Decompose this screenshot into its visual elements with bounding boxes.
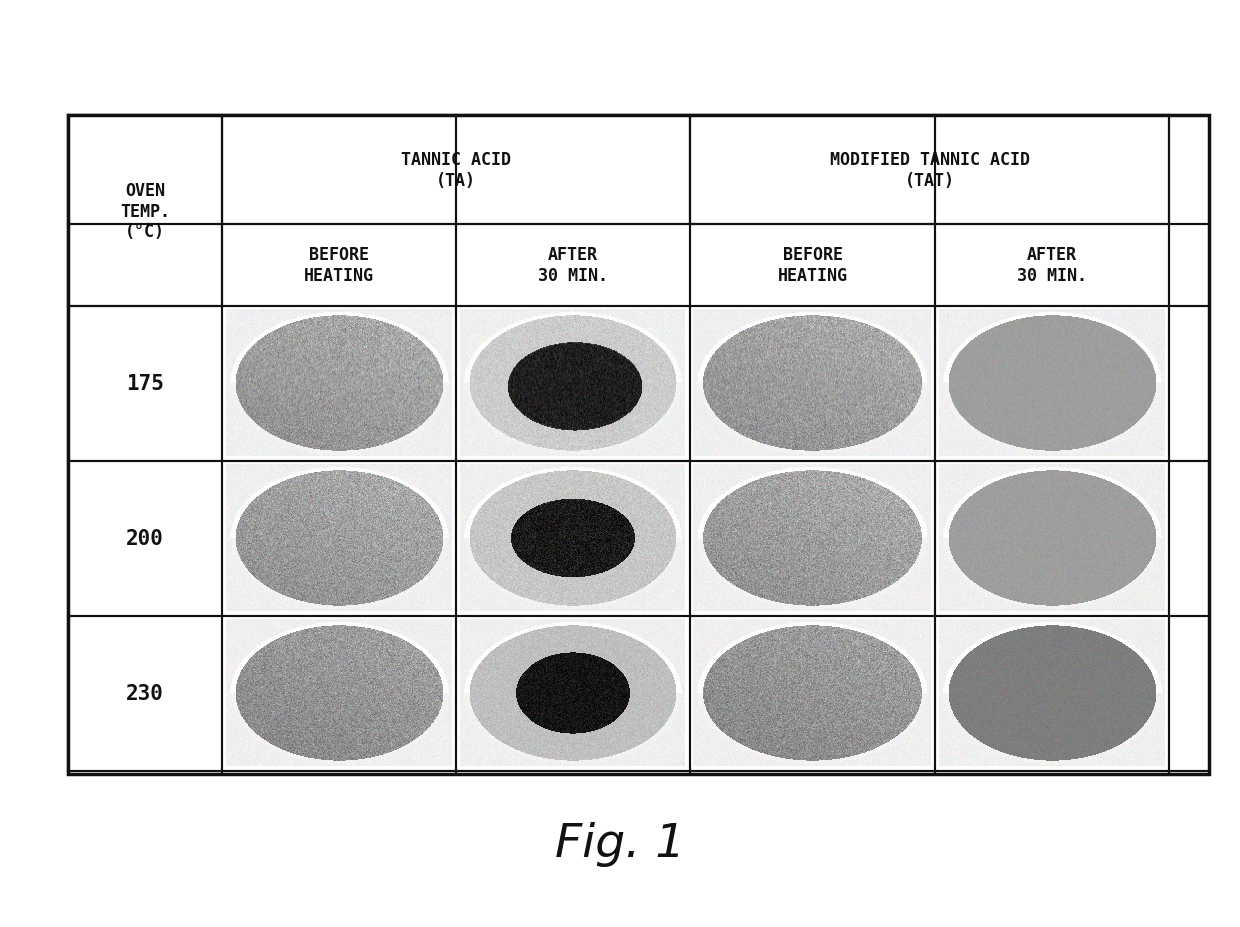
Text: 200: 200: [126, 528, 164, 549]
Text: 230: 230: [126, 683, 164, 704]
Bar: [68, 116, 222, 307]
Text: BEFORE
HEATING: BEFORE HEATING: [777, 247, 848, 285]
Bar: [68, 116, 222, 307]
Bar: [222, 116, 689, 224]
Text: MODIFIED TANNIC ACID
(TAT): MODIFIED TANNIC ACID (TAT): [830, 151, 1029, 189]
Text: Fig. 1: Fig. 1: [554, 821, 686, 866]
Bar: [68, 116, 1209, 774]
Bar: [222, 116, 689, 224]
Text: TANNIC ACID
(TA): TANNIC ACID (TA): [401, 151, 511, 189]
Bar: [689, 116, 1169, 224]
Bar: [68, 116, 1209, 774]
Text: BEFORE
HEATING: BEFORE HEATING: [304, 247, 374, 285]
Text: AFTER
30 MIN.: AFTER 30 MIN.: [1017, 247, 1087, 285]
Text: 175: 175: [126, 375, 164, 394]
Bar: [689, 116, 1169, 224]
Text: OVEN
TEMP.
(°C): OVEN TEMP. (°C): [120, 182, 170, 241]
Text: AFTER
30 MIN.: AFTER 30 MIN.: [538, 247, 608, 285]
